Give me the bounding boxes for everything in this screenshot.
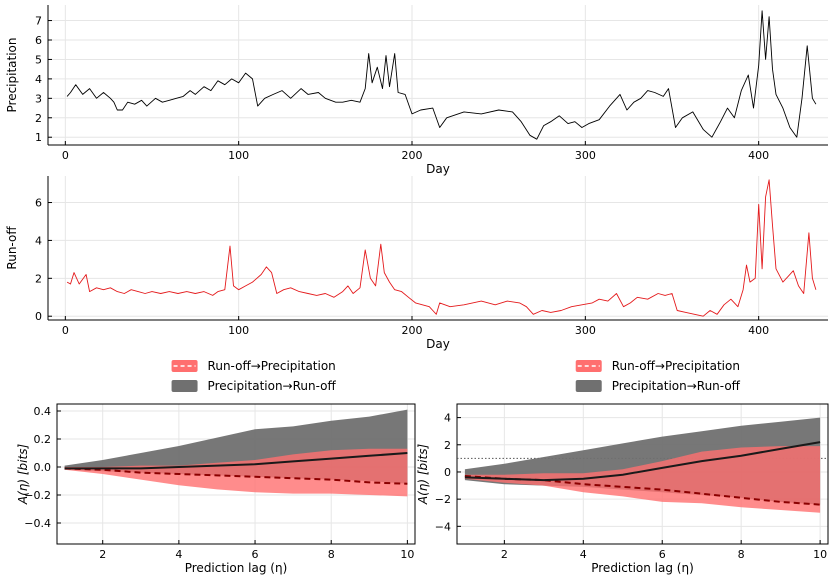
y-tick-label: 5 bbox=[35, 53, 42, 66]
legend-swatch bbox=[171, 380, 198, 392]
y-tick-label: 2 bbox=[444, 439, 451, 452]
y-tick-label: −0.2 bbox=[24, 489, 51, 502]
mean-line bbox=[464, 441, 821, 482]
x-tick-label: 100 bbox=[228, 324, 249, 337]
y-tick-label: 6 bbox=[35, 197, 42, 210]
x-tick-label: 10 bbox=[400, 548, 414, 561]
y-tick-label: 4 bbox=[444, 412, 451, 425]
mean-line bbox=[64, 467, 408, 485]
x-tick-label: 200 bbox=[402, 149, 423, 162]
y-axis-label: A(η) [bits] bbox=[16, 444, 30, 506]
y-tick-label: 0.4 bbox=[34, 405, 52, 418]
y-tick-label: 6 bbox=[35, 34, 42, 47]
y-tick-label: −4 bbox=[435, 520, 451, 533]
x-tick-label: 8 bbox=[328, 548, 335, 561]
x-axis-label: Day bbox=[426, 337, 450, 351]
legend-swatch bbox=[575, 380, 602, 392]
x-tick-label: 300 bbox=[575, 149, 596, 162]
x-tick-label: 10 bbox=[813, 548, 827, 561]
x-tick-label: 400 bbox=[748, 324, 769, 337]
mean-line bbox=[64, 452, 408, 470]
y-tick-label: −2 bbox=[435, 493, 451, 506]
x-tick-label: 4 bbox=[580, 548, 587, 561]
lag-panel-right: 2 4 6 8 10 −4 −2 0 2 4 Prediction lag (η) A(η) [bit… bbox=[416, 359, 829, 575]
lag-panel-left: 2 4 6 8 10 −0.4 −0.2 0.0 0.2 0.4 Prediction lag (η… bbox=[16, 359, 416, 575]
y-tick-label: 0 bbox=[35, 310, 42, 323]
series-line bbox=[66, 179, 817, 317]
precipitation-panel: 0 100 200 300 400 1 2 3 4 5 6 7 Day Precipitation bbox=[5, 5, 828, 176]
x-tick-label: 0 bbox=[62, 149, 69, 162]
x-tick-label: 6 bbox=[252, 548, 259, 561]
y-axis-label: Run-off bbox=[5, 226, 19, 270]
confidence-band bbox=[464, 446, 821, 513]
legend-label: Run-off→Precipitation bbox=[612, 359, 740, 373]
y-tick-label: 4 bbox=[35, 234, 42, 247]
y-tick-label: 2 bbox=[35, 112, 42, 125]
y-tick-label: 2 bbox=[35, 272, 42, 285]
runoff-panel: 0 100 200 300 400 0 2 4 6 Day Run-off bbox=[5, 176, 828, 351]
x-tick-label: 8 bbox=[738, 548, 745, 561]
x-tick-label: 0 bbox=[62, 324, 69, 337]
x-tick-label: 4 bbox=[175, 548, 182, 561]
x-tick-label: 400 bbox=[748, 149, 769, 162]
x-tick-label: 300 bbox=[575, 324, 596, 337]
x-tick-label: 100 bbox=[228, 149, 249, 162]
legend-label: Precipitation→Run-off bbox=[612, 379, 741, 393]
y-tick-label: 3 bbox=[35, 92, 42, 105]
y-axis-label: Precipitation bbox=[5, 37, 19, 112]
series-line bbox=[66, 10, 817, 140]
plot-frame bbox=[56, 403, 416, 545]
x-tick-label: 200 bbox=[402, 324, 423, 337]
y-tick-label: 1 bbox=[35, 131, 42, 144]
legend-label: Run-off→Precipitation bbox=[208, 359, 336, 373]
plot-frame bbox=[456, 403, 829, 545]
y-tick-label: 7 bbox=[35, 15, 42, 28]
y-tick-label: 0.0 bbox=[34, 461, 52, 474]
x-axis-label: Prediction lag (η) bbox=[185, 561, 288, 575]
y-tick-label: 4 bbox=[35, 73, 42, 86]
y-axis-label: A(η) [bits] bbox=[416, 444, 430, 506]
x-tick-label: 2 bbox=[99, 548, 106, 561]
y-tick-label: −0.4 bbox=[24, 517, 51, 530]
y-tick-label: 0.2 bbox=[34, 433, 52, 446]
x-tick-label: 6 bbox=[659, 548, 666, 561]
y-tick-label: 0 bbox=[444, 466, 451, 479]
confidence-band bbox=[64, 448, 408, 497]
legend-label: Precipitation→Run-off bbox=[208, 379, 337, 393]
x-axis-label: Prediction lag (η) bbox=[591, 561, 694, 575]
x-axis-label: Day bbox=[426, 162, 450, 176]
x-tick-label: 2 bbox=[501, 548, 508, 561]
